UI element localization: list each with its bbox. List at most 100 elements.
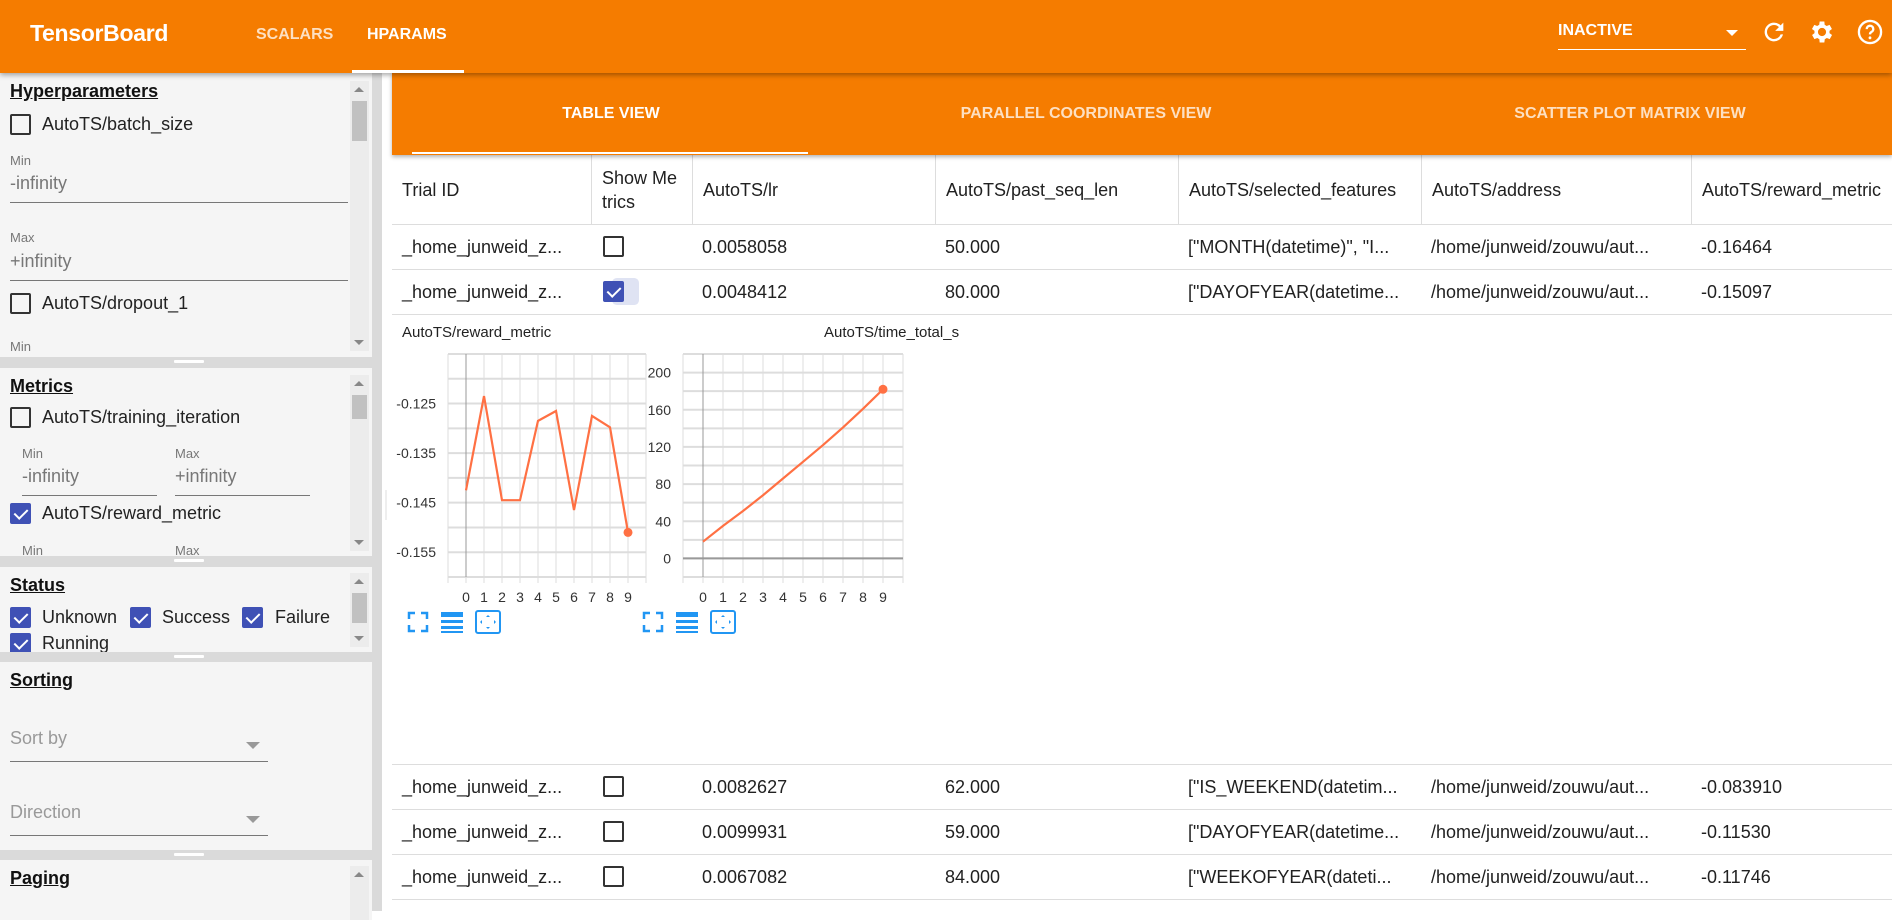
- settings-icon[interactable]: [1808, 18, 1836, 46]
- sorting-panel: Sorting Sort by Direction: [0, 662, 372, 850]
- max-input[interactable]: +infinity: [10, 251, 348, 281]
- show-metrics-checkbox[interactable]: [603, 821, 624, 842]
- cell-past: 80.000: [945, 282, 1001, 302]
- data-table-icon[interactable]: [676, 612, 698, 633]
- checkbox-dropout-1[interactable]: [10, 293, 31, 314]
- table-row: _home_junweid_z... 0.0048412 80.000 ["DAYOF…: [392, 270, 1892, 315]
- min-label: Min: [22, 543, 43, 556]
- column-header[interactable]: AutoTS/address: [1421, 155, 1691, 225]
- cell-features: ["WEEKOFYEAR(dateti...: [1188, 867, 1392, 887]
- min-label: Min: [10, 153, 31, 168]
- metrics-panel: Metrics AutoTS/training_iteration Min -i…: [0, 368, 372, 556]
- tab-parallel-coordinates-view[interactable]: PARALLEL COORDINATES VIEW: [960, 105, 1212, 122]
- panel-title: Status: [10, 575, 66, 595]
- max-input[interactable]: +infinity: [175, 466, 310, 496]
- fit-domain-icon[interactable]: [710, 610, 736, 634]
- cell-past: 84.000: [945, 867, 1001, 887]
- max-label: Max: [10, 230, 35, 245]
- checkbox-training-iteration[interactable]: [10, 407, 31, 428]
- checkbox-running[interactable]: [10, 633, 31, 652]
- tab-table-view[interactable]: TABLE VIEW: [562, 105, 660, 122]
- active-tab-indicator: [352, 70, 464, 73]
- direction-placeholder: Direction: [10, 802, 82, 822]
- panel-title: Metrics: [10, 376, 74, 396]
- panel-title: Sorting: [10, 670, 73, 690]
- cell-lr: 0.0058058: [702, 237, 788, 257]
- cell-reward: -0.15097: [1701, 282, 1773, 302]
- panel-title: Hyperparameters: [10, 81, 159, 101]
- column-header[interactable]: Show Metrics: [591, 155, 692, 225]
- scrollbar[interactable]: [350, 375, 369, 551]
- checkbox-unknown[interactable]: [10, 607, 31, 628]
- run-status-dropdown[interactable]: INACTIVE: [1558, 22, 1746, 50]
- column-header[interactable]: AutoTS/reward_metric: [1691, 155, 1892, 225]
- resize-handle[interactable]: [174, 655, 204, 658]
- checkbox-batch-size[interactable]: [10, 114, 31, 135]
- cell-address: /home/junweid/zouwu/aut...: [1431, 282, 1650, 302]
- cell-reward: -0.11746: [1701, 867, 1771, 887]
- cell-trial: _home_junweid_z...: [402, 867, 563, 887]
- checkbox-label: AutoTS/reward_metric: [42, 503, 222, 523]
- filter-sidebar: Hyperparameters AutoTS/batch_size Min -i…: [0, 73, 382, 920]
- checkbox-label: Unknown: [42, 607, 118, 627]
- checkbox-label: Success: [162, 607, 231, 627]
- column-header[interactable]: AutoTS/selected_features: [1178, 155, 1421, 225]
- column-header[interactable]: AutoTS/lr: [692, 155, 935, 225]
- tab-scalars[interactable]: SCALARS: [256, 26, 334, 43]
- checkbox-failure[interactable]: [242, 607, 263, 628]
- checkbox-label: AutoTS/training_iteration: [42, 407, 241, 427]
- cell-reward: -0.16464: [1701, 237, 1773, 257]
- fit-domain-icon[interactable]: [475, 610, 501, 634]
- view-tabs: TABLE VIEW PARALLEL COORDINATES VIEW SCA…: [392, 73, 1892, 155]
- sort-by-placeholder: Sort by: [10, 728, 68, 748]
- cell-past: 59.000: [945, 822, 1001, 842]
- sort-by-dropdown[interactable]: Sort by: [10, 728, 268, 762]
- show-metrics-checkbox[interactable]: [603, 236, 624, 257]
- active-view-indicator: [412, 152, 808, 154]
- show-metrics-checkbox[interactable]: [603, 866, 624, 887]
- table-row: _home_junweid_z... 0.0067082 84.000 ["WEEKO…: [392, 855, 1892, 900]
- table-row: _home_junweid_z... 0.0082627 62.000 ["IS_WE…: [392, 765, 1892, 810]
- min-input[interactable]: -infinity: [10, 173, 348, 203]
- resize-handle[interactable]: [174, 559, 204, 562]
- scrollbar[interactable]: [350, 866, 369, 920]
- resize-handle[interactable]: [174, 360, 204, 363]
- sidebar-splitter[interactable]: [385, 490, 387, 520]
- max-label: Max: [175, 446, 200, 461]
- cell-past: 62.000: [945, 777, 1001, 797]
- fullscreen-icon[interactable]: [642, 611, 664, 633]
- refresh-icon[interactable]: [1760, 18, 1788, 46]
- checkbox-label: Failure: [275, 607, 331, 627]
- tab-hparams[interactable]: HPARAMS: [367, 26, 447, 43]
- cell-trial: _home_junweid_z...: [402, 237, 563, 257]
- cell-lr: 0.0082627: [702, 777, 788, 797]
- show-metrics-checkbox[interactable]: [603, 776, 624, 797]
- hyperparameters-panel: Hyperparameters AutoTS/batch_size Min -i…: [0, 73, 372, 357]
- cell-trial: _home_junweid_z...: [402, 282, 563, 302]
- table-row: _home_junweid_z... 0.0099931 59.000 ["DAYOF…: [392, 810, 1892, 855]
- scrollbar[interactable]: [350, 573, 369, 647]
- paging-panel: Paging: [0, 860, 372, 920]
- cell-trial: _home_junweid_z...: [402, 777, 563, 797]
- direction-dropdown[interactable]: Direction: [10, 802, 268, 836]
- checkbox-reward-metric[interactable]: [10, 503, 31, 524]
- table-header: Trial ID Show Metrics AutoTS/lr AutoTS/p…: [392, 155, 1892, 225]
- cell-trial: _home_junweid_z...: [402, 822, 563, 842]
- cell-address: /home/junweid/zouwu/aut...: [1431, 867, 1650, 887]
- show-metrics-checkbox[interactable]: [603, 281, 624, 302]
- checkbox-success[interactable]: [130, 607, 151, 628]
- column-header[interactable]: AutoTS/past_seq_len: [935, 155, 1178, 225]
- help-icon[interactable]: [1856, 18, 1884, 46]
- cell-reward: -0.083910: [1701, 777, 1783, 797]
- scrollbar[interactable]: [350, 81, 369, 351]
- data-table-icon[interactable]: [441, 612, 463, 633]
- cell-features: ["MONTH(datetime)", "I...: [1188, 237, 1390, 257]
- resize-handle[interactable]: [174, 853, 204, 856]
- checkbox-label: AutoTS/batch_size: [42, 114, 194, 134]
- fullscreen-icon[interactable]: [407, 611, 429, 633]
- tab-scatter-plot-matrix-view[interactable]: SCATTER PLOT MATRIX VIEW: [1514, 105, 1746, 122]
- min-input[interactable]: -infinity: [22, 466, 157, 496]
- chart-title: AutoTS/time_total_s: [824, 324, 960, 341]
- table-row: _home_junweid_z... 0.0058058 50.000 ["MONTH…: [392, 225, 1892, 270]
- column-header[interactable]: Trial ID: [402, 180, 460, 200]
